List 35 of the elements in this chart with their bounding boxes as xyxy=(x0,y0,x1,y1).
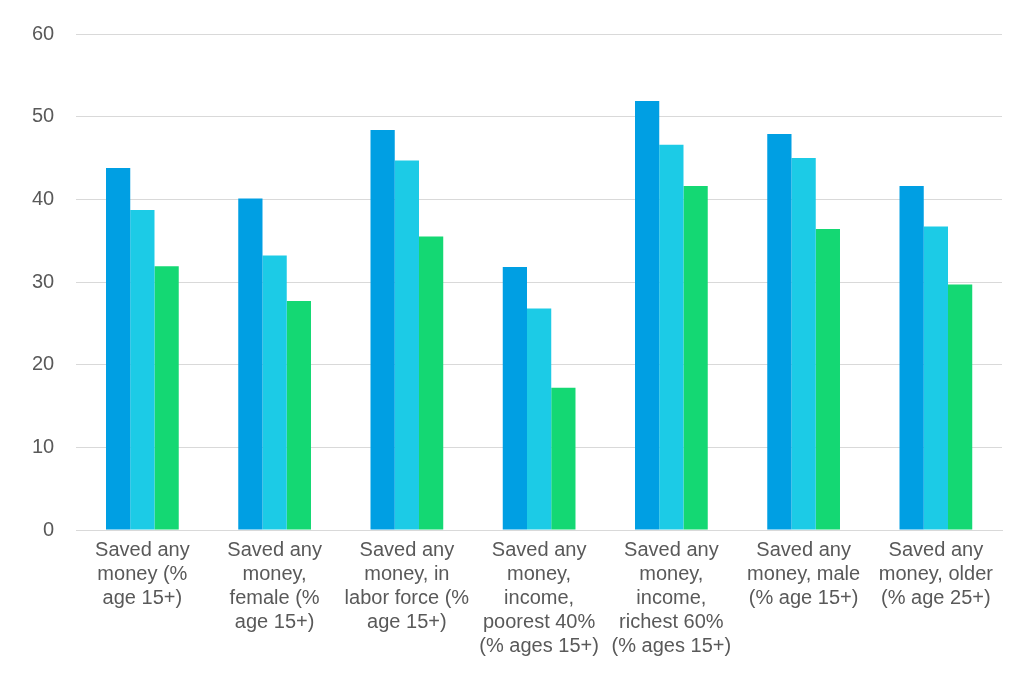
bar xyxy=(238,198,263,530)
y-tick-label: 30 xyxy=(32,269,55,292)
bar xyxy=(948,284,973,530)
bar xyxy=(527,308,552,530)
bar xyxy=(286,301,311,530)
bar xyxy=(899,186,924,530)
x-tick-label: Saved any money, male (% age 15+) xyxy=(747,537,861,608)
bar xyxy=(635,100,660,530)
bar xyxy=(791,158,816,530)
x-tick-label: Saved any money, in labor force (% age 15+) xyxy=(344,537,470,632)
y-tick-label: 60 xyxy=(32,21,55,44)
x-tick-label: Saved any money, female (% age 15+) xyxy=(227,537,322,632)
y-tick-label: 40 xyxy=(32,186,55,209)
bar xyxy=(394,160,419,530)
bar xyxy=(815,229,840,530)
y-tick-label: 50 xyxy=(32,104,55,127)
bar xyxy=(659,144,684,530)
x-tick-label: Saved any money, older (% age 25+) xyxy=(878,537,994,608)
y-tick-label: 10 xyxy=(32,434,55,457)
bar xyxy=(106,167,131,530)
bar xyxy=(419,236,444,530)
y-tick-label: 0 xyxy=(43,517,55,540)
x-tick-label: Saved any money, income, richest 60% (% ages 15+) xyxy=(611,537,732,656)
bar xyxy=(767,134,792,530)
bar xyxy=(370,129,395,530)
bar xyxy=(502,267,527,530)
x-tick-label: Saved any money, income, poorest 40% (% ages 15+) xyxy=(479,537,599,656)
bar xyxy=(130,210,155,530)
bar xyxy=(262,255,287,530)
bar xyxy=(683,186,708,530)
x-tick-label: Saved any money (% age 15+) xyxy=(95,537,190,608)
bar xyxy=(154,266,179,530)
y-tick-label: 20 xyxy=(32,352,55,375)
bar xyxy=(551,387,576,530)
bar xyxy=(923,226,948,530)
